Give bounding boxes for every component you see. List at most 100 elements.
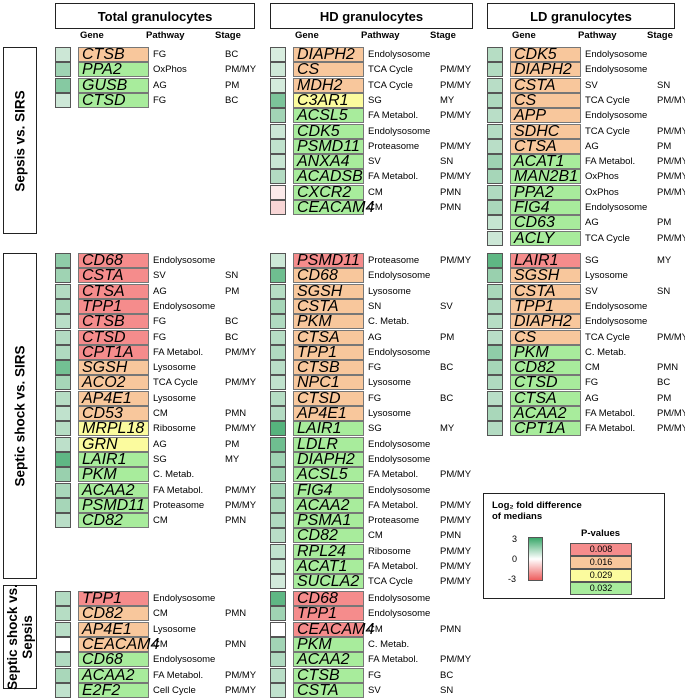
fold-change-cell: [55, 283, 71, 299]
pathway-text: Cell Cycle: [153, 684, 196, 696]
stage-text: BC: [225, 316, 239, 328]
fold-change-colorbar: [528, 537, 543, 581]
fold-change-cell: [270, 77, 286, 93]
pathway-text: FA Metabol.: [153, 346, 204, 358]
pathway-text: Endolysosome: [368, 453, 431, 465]
fold-change-cell: [270, 298, 286, 314]
stage-text: PM/MY: [657, 171, 685, 183]
gene-name: CSTA: [78, 268, 149, 284]
gene-name: SGSH: [78, 360, 149, 376]
fold-change-cell: [270, 543, 286, 559]
pathway-text: SG: [368, 94, 382, 106]
gene-name: CTSD: [78, 329, 149, 345]
pathway-text: C. Metab.: [585, 346, 627, 358]
stage-text: BC: [657, 377, 671, 389]
fold-change-cell: [270, 138, 286, 154]
pathway-text: FA Metabol.: [585, 423, 636, 435]
fold-change-cell: [55, 606, 71, 622]
stage-text: PM/MY: [657, 232, 685, 244]
pathway-text: CM: [585, 362, 600, 374]
fold-change-cell: [55, 47, 71, 62]
fold-change-cell: [270, 559, 286, 574]
pathway-text: TCA Cycle: [368, 576, 413, 588]
stage-text: PM/MY: [225, 346, 257, 358]
gene-name: C3AR1: [293, 92, 364, 108]
pathway-text: SG: [153, 453, 167, 465]
pathway-text: SN: [368, 300, 382, 312]
stage-text: PM/MY: [440, 545, 472, 557]
pathway-text: AG: [585, 217, 599, 229]
pathway-text: Proteasome: [153, 499, 205, 511]
stage-text: SN: [440, 156, 454, 168]
gene-name: CDK5: [293, 123, 364, 139]
gene-name: CSTA: [510, 283, 581, 299]
row-label-text: Septic shock vs. Sepsis: [5, 584, 35, 690]
stage-text: PM/MY: [657, 331, 685, 343]
fold-change-cell: [55, 482, 71, 498]
gene-name: CTSB: [293, 667, 364, 683]
pathway-text: TCA Cycle: [368, 79, 413, 91]
pathway-text: SG: [368, 423, 382, 435]
fold-change-cell: [270, 123, 286, 139]
gene-col-header: Gene: [295, 30, 319, 41]
pathway-text: Endolysosome: [368, 346, 431, 358]
gene-name: ACSL5: [293, 467, 364, 483]
stage-text: PMN: [440, 530, 462, 542]
fold-change-cell: [270, 528, 286, 544]
pathway-text: Endolysosome: [368, 593, 431, 604]
pathway-text: CM: [153, 638, 168, 650]
gene-name: ANXA4: [293, 154, 364, 170]
gene-name: CD82: [78, 513, 149, 529]
legend-title: Log₂ fold difference of medians: [492, 500, 582, 522]
pathway-text: Endolysosome: [368, 125, 431, 137]
gene-name: ACAA2: [293, 652, 364, 668]
fold-change-cell: [55, 298, 71, 314]
gene-name: CPT1A: [510, 421, 581, 437]
fold-change-cell: [270, 451, 286, 467]
stage-text: SN: [657, 285, 671, 297]
fold-change-cell: [270, 154, 286, 170]
gene-name: APP: [510, 108, 581, 124]
pathway-text: Endolysosome: [368, 49, 431, 60]
pathway-text: SV: [585, 79, 598, 91]
fold-change-cell: [270, 184, 286, 200]
fold-change-cell: [270, 513, 286, 529]
legend-tick-mid: 0: [512, 554, 518, 564]
fold-change-cell: [270, 591, 286, 606]
pathway-text: TCA Cycle: [585, 94, 630, 106]
fold-change-cell: [487, 298, 503, 314]
fold-change-cell: [55, 451, 71, 467]
fold-change-cell: [270, 329, 286, 345]
stage-text: PM/MY: [440, 140, 472, 152]
gene-name: PSMD11: [78, 497, 149, 513]
pathway-col-header: Pathway: [361, 30, 400, 41]
gene-name: MAN2B1: [510, 169, 581, 185]
stage-text: PM/MY: [440, 255, 472, 266]
stage-text: PM/MY: [440, 654, 472, 666]
legend-tick-bottom: -3: [508, 574, 517, 584]
pathway-text: Endolysosome: [153, 255, 216, 266]
pathway-text: AG: [153, 438, 167, 450]
stage-text: BC: [440, 669, 454, 681]
pathway-text: Endolysosome: [585, 64, 648, 76]
pathway-text: Lysosome: [368, 285, 411, 297]
gene-name: CD82: [293, 528, 364, 544]
stage-text: PMN: [225, 608, 247, 620]
pathway-text: CM: [368, 202, 383, 213]
gene-name: CD82: [78, 606, 149, 622]
stage-text: PM/MY: [657, 125, 685, 137]
stage-text: PMN: [657, 362, 679, 374]
gene-name: CEACAM4: [293, 621, 374, 637]
pathway-text: SG: [585, 255, 599, 266]
fold-change-cell: [487, 253, 503, 268]
stage-text: SN: [440, 684, 454, 696]
stage-text: PMN: [225, 408, 247, 419]
gene-name: E2F2: [78, 682, 149, 698]
pathway-text: Endolysosome: [585, 110, 648, 122]
gene-name: CSTA: [510, 77, 581, 93]
fold-change-cell: [270, 390, 286, 406]
fold-change-cell: [270, 360, 286, 376]
pathway-text: Endolysosome: [585, 300, 648, 312]
gene-name: TPP1: [78, 591, 149, 607]
pathway-text: FA Metabol.: [368, 110, 419, 122]
